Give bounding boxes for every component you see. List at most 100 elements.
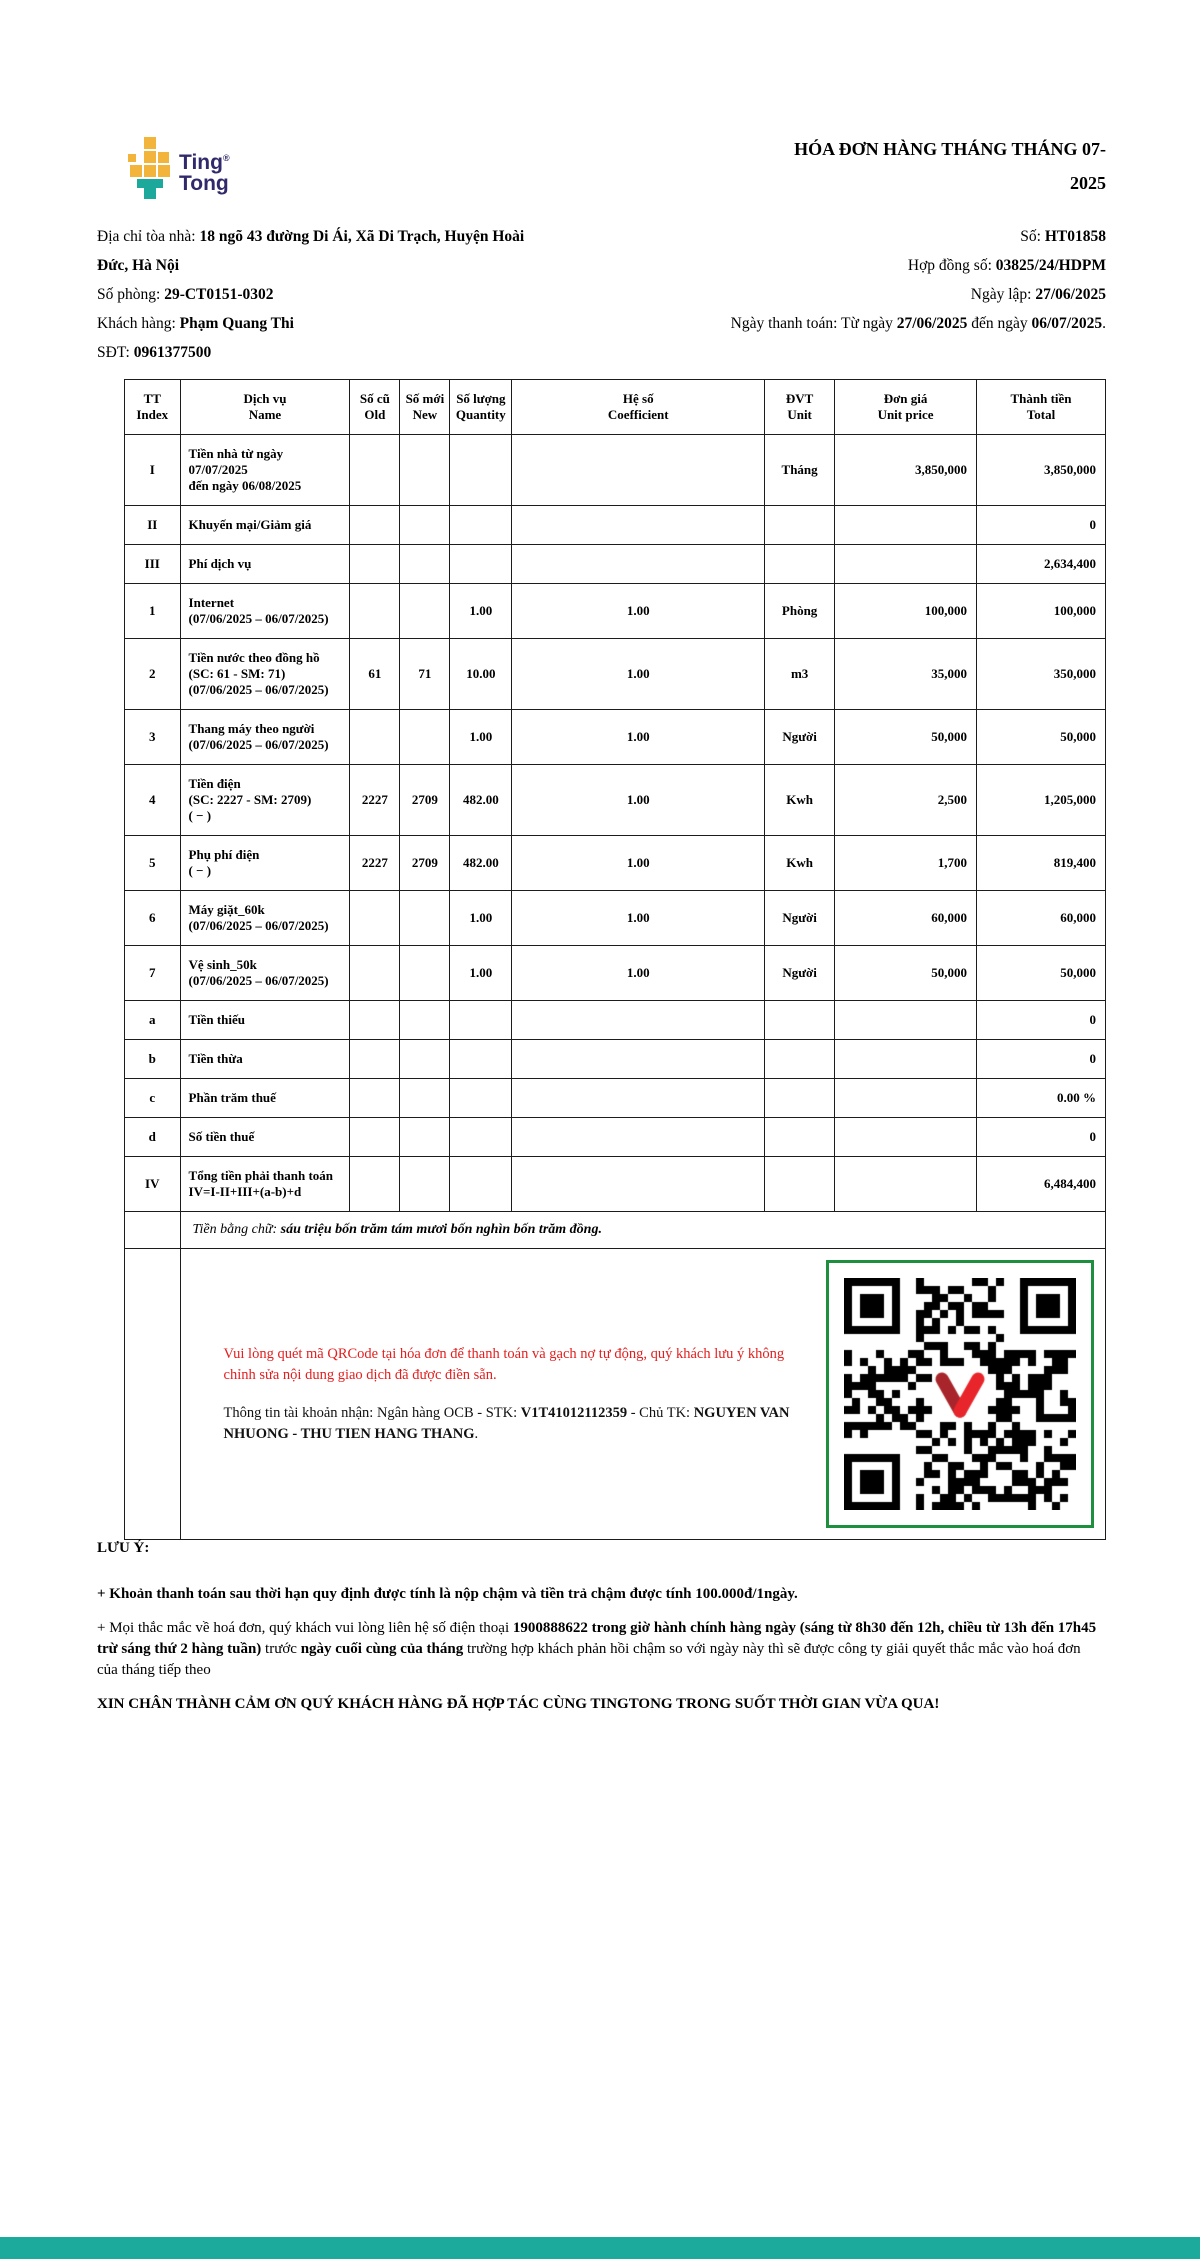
cell-index: II (124, 505, 181, 545)
qr-code (826, 1260, 1094, 1528)
column-header: Thành tiền Total (976, 379, 1106, 435)
cell-total: 350,000 (976, 638, 1106, 710)
info-line: Ngày thanh toán: Từ ngày 27/06/2025 đến … (730, 315, 1106, 332)
table-row: 1 Internet (07/06/2025 – 06/07/2025) 1.00 1.… (124, 583, 1106, 639)
column-header: Số mới New (399, 379, 451, 435)
tingtong-pixel-icon (127, 137, 177, 204)
cell-index: b (124, 1039, 181, 1079)
cell-total: 0 (976, 1039, 1106, 1079)
cell-quantity (449, 1156, 513, 1212)
table-row: I Tiền nhà từ ngày 07/07/2025 đến ngày 06/… (124, 434, 1106, 506)
cell-new (399, 709, 451, 765)
cell-unit: Người (764, 945, 836, 1001)
cell-coefficient (511, 544, 766, 584)
cell-index: 3 (124, 709, 181, 765)
cell-index: d (124, 1117, 181, 1157)
cell-old (349, 1000, 401, 1040)
cell-index: IV (124, 1156, 181, 1212)
payment-cell: Vui lòng quét mã QRCode tại hóa đơn để t… (179, 1248, 1107, 1540)
cell-old (349, 945, 401, 1001)
cell-quantity: 482.00 (449, 764, 513, 836)
cell-quantity (449, 1078, 513, 1118)
cell-coefficient: 1.00 (511, 583, 766, 639)
cell-coefficient (511, 434, 766, 506)
cell-total: 100,000 (976, 583, 1106, 639)
invoice-meta: Số: HT01858 Hợp đồng số: 03825/24/HDPM Ngà… (586, 222, 1106, 338)
cell-quantity (449, 1039, 513, 1079)
cell-service-name: Tiền thừa (179, 1039, 351, 1079)
footer-note-hotline: + Mọi thắc mắc về hoá đơn, quý khách vui… (97, 1620, 1097, 1678)
footer-thanks: XIN CHÂN THÀNH CẢM ƠN QUÝ KHÁCH HÀNG ĐÃ … (97, 1696, 940, 1712)
cell-old (349, 1156, 401, 1212)
info-line: Số phòng: 29-CT0151-0302 (97, 286, 274, 303)
cell-new (399, 583, 451, 639)
column-header: Số lượng Quantity (449, 379, 513, 435)
charges-table: TT Index Dịch vụ Name Số cũ Old Số mới New Số lư… (124, 379, 1107, 1540)
cell-old (349, 1039, 401, 1079)
cell-service-name: Tiền điện (SC: 2227 - SM: 2709)( − ) (179, 764, 351, 836)
cell-old (349, 505, 401, 545)
cell-total: 6,484,400 (976, 1156, 1106, 1212)
cell-service-name: Phụ phí điện( − ) (179, 835, 351, 891)
cell-unit: m3 (764, 638, 836, 710)
cell-service-name: Tiền nước theo đồng hồ (SC: 61 - SM: 71)(… (179, 638, 351, 710)
cell-service-name: Tiền nhà từ ngày 07/07/2025 đến ngày 06/0… (179, 434, 351, 506)
customer-info: Địa chỉ tòa nhà: 18 ngõ 43 đường Di Ái, … (97, 222, 555, 367)
cell-unit (764, 1039, 836, 1079)
cell-old (349, 434, 401, 506)
cell-coefficient (511, 1117, 766, 1157)
cell-coefficient (511, 1039, 766, 1079)
cell-unit-price: 35,000 (834, 638, 977, 710)
table-row: b Tiền thừa 0 (124, 1039, 1106, 1079)
column-header: TT Index (124, 379, 181, 435)
table-row: d Số tiền thuế 0 (124, 1117, 1106, 1157)
cell-coefficient: 1.00 (511, 890, 766, 946)
cell-total: 0 (976, 505, 1106, 545)
cell-index: 7 (124, 945, 181, 1001)
bottom-teal-bar (0, 2237, 1200, 2259)
cell-service-name: Tổng tiền phải thanh toán IV=I-II+III+(a-… (179, 1156, 351, 1212)
cell-index: 1 (124, 583, 181, 639)
cell-total: 3,850,000 (976, 434, 1106, 506)
cell-new: 71 (399, 638, 451, 710)
bank-account-text: Thông tin tài khoản nhận: Ngân hàng OCB … (223, 1404, 790, 1442)
cell-new (399, 1000, 451, 1040)
logo-wordmark: Ting® Tong (179, 148, 230, 194)
cell-total: 0 (976, 1117, 1106, 1157)
info-line: Địa chỉ tòa nhà: 18 ngõ 43 đường Di Ái, … (97, 228, 525, 274)
amount-in-words-row: Tiền bằng chữ: sáu triệu bốn trăm tám mư… (124, 1211, 1107, 1249)
cell-old (349, 890, 401, 946)
cell-service-name: Vệ sinh_50k (07/06/2025 – 06/07/2025) (179, 945, 351, 1001)
column-header: Số cũ Old (349, 379, 401, 435)
cell-coefficient: 1.00 (511, 709, 766, 765)
cell-index: 6 (124, 890, 181, 946)
cell-service-name: Tiền thiếu (179, 1000, 351, 1040)
cell-old (349, 709, 401, 765)
cell-coefficient: 1.00 (511, 835, 766, 891)
table-row: a Tiền thiếu 0 (124, 1000, 1106, 1040)
info-line: Ngày lập: 27/06/2025 (970, 286, 1106, 303)
cell-unit-price (834, 1156, 977, 1212)
cell-index: 4 (124, 764, 181, 836)
cell-quantity: 1.00 (449, 709, 513, 765)
column-header: Đơn giá Unit price (834, 379, 977, 435)
cell-unit-price (834, 505, 977, 545)
cell-unit-price (834, 1000, 977, 1040)
cell-service-name: Phần trăm thuế (179, 1078, 351, 1118)
cell-empty (124, 1211, 181, 1249)
cell-unit: Phòng (764, 583, 836, 639)
cell-old: 2227 (349, 835, 401, 891)
qr-canvas (844, 1278, 1076, 1510)
cell-service-name: Internet (07/06/2025 – 06/07/2025) (179, 583, 351, 639)
cell-service-name: Máy giặt_60k (07/06/2025 – 06/07/2025) (179, 890, 351, 946)
cell-unit-price: 1,700 (834, 835, 977, 891)
cell-new (399, 544, 451, 584)
table-row: II Khuyến mại/Giảm giá 0 (124, 505, 1106, 545)
cell-total: 60,000 (976, 890, 1106, 946)
cell-unit-price (834, 1039, 977, 1079)
cell-unit (764, 1078, 836, 1118)
cell-unit-price (834, 1078, 977, 1118)
invoice-title: HÓA ĐƠN HÀNG THÁNG THÁNG 07-2025 (794, 139, 1106, 193)
cell-new: 2709 (399, 835, 451, 891)
